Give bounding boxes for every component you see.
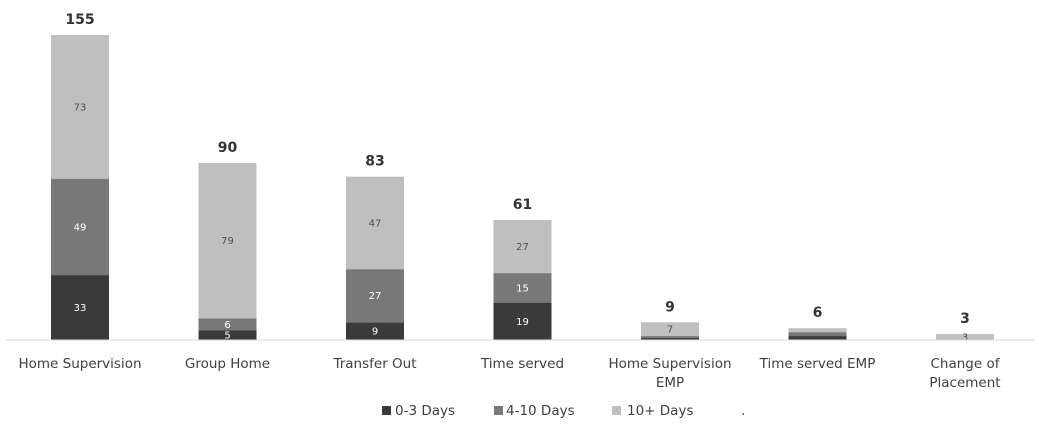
total-value-label: 6	[813, 305, 823, 321]
total-value-label: 155	[65, 12, 94, 28]
segment-value-label: 5	[224, 331, 230, 342]
segment-value-label: 27	[516, 242, 529, 253]
legend-label: 10+ Days	[627, 403, 693, 419]
bar-segment-0-3-days-2	[346, 322, 404, 340]
bar-segment-10-days-5	[788, 328, 847, 333]
segment-value-label: 19	[516, 317, 529, 328]
category-label: Change of	[931, 356, 1001, 372]
bar-segment-10-days-4	[641, 322, 699, 337]
category-label: Time served EMP	[759, 356, 876, 372]
total-value-label: 9	[665, 299, 675, 315]
legend-label: 4-10 Days	[506, 403, 575, 419]
bar-segment-0-3-days-4	[641, 338, 699, 340]
bar-segment-10-days-1	[198, 162, 257, 319]
bar-segment-10-days-3	[493, 219, 552, 274]
bar-segment-4-10-days-5	[788, 332, 847, 337]
category-label: Placement	[929, 375, 1000, 391]
bar-segment-4-10-days-4	[641, 336, 699, 339]
segment-value-label: 47	[369, 218, 382, 229]
bar-segment-4-10-days-0	[51, 178, 109, 276]
legend-trailing-mark: .	[741, 403, 745, 419]
category-label: Home Supervision	[18, 356, 141, 372]
bar-segment-4-10-days-2	[346, 269, 404, 323]
segment-value-label: 15	[516, 283, 529, 294]
bar-segment-4-10-days-1	[198, 318, 257, 331]
legend-swatch-0	[382, 406, 391, 415]
totals-group: 155 90 83 61 9 6 3	[65, 12, 969, 327]
legend-swatch-1	[494, 406, 503, 415]
category-label: Time served	[480, 356, 564, 372]
total-value-label: 83	[365, 154, 384, 170]
bar-segment-4-10-days-3	[493, 273, 552, 303]
category-label: EMP	[656, 375, 684, 391]
legend: 0-3 Days 4-10 Days 10+ Days.	[382, 403, 745, 419]
segment-value-label: 27	[369, 291, 382, 302]
total-value-label: 90	[218, 140, 238, 156]
bar-segment-0-3-days-1	[198, 330, 257, 340]
segment-value-label: 3	[962, 333, 968, 344]
category-label: Transfer Out	[332, 356, 416, 372]
segment-value-label: 7	[667, 325, 673, 336]
segment-value-label: 33	[74, 303, 87, 314]
legend-label: 0-3 Days	[395, 403, 455, 419]
bar-segment-0-3-days-5	[788, 336, 847, 340]
bar-segment-10-days-6	[936, 334, 994, 340]
category-label: Home Supervision	[608, 356, 731, 372]
bar-segment-10-days-0	[51, 35, 109, 179]
segment-value-label: 73	[74, 102, 87, 113]
segment-value-label: 79	[221, 236, 234, 247]
segment-value-label: 49	[74, 222, 87, 233]
bar-segment-0-3-days-0	[51, 275, 109, 340]
legend-swatch-2	[612, 406, 621, 415]
total-value-label: 61	[513, 197, 532, 213]
category-labels-group: Home Supervision Group Home Transfer Out Ti…	[18, 356, 1000, 391]
bar-segment-10-days-2	[346, 176, 404, 270]
total-value-label: 3	[960, 311, 970, 327]
bar-segment-0-3-days-3	[493, 302, 552, 340]
segment-value-label: 6	[224, 320, 230, 331]
category-label: Group Home	[185, 356, 270, 372]
segment-value-label: 9	[372, 327, 378, 338]
